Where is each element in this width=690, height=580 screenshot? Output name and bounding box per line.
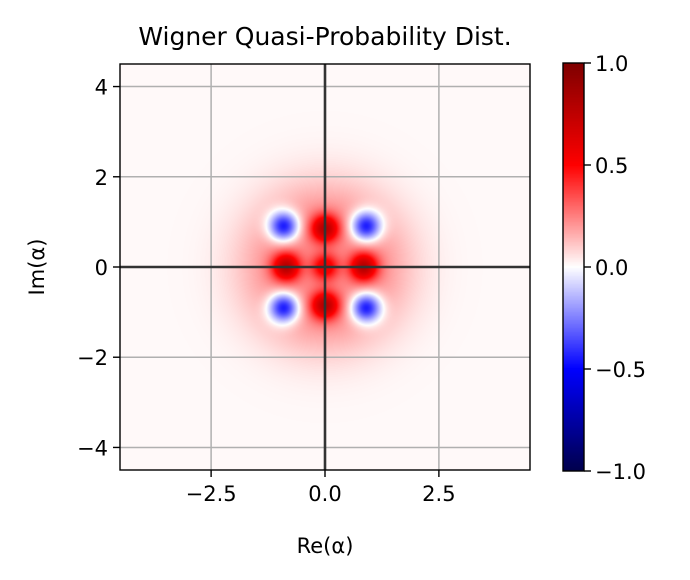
y-ticks: 4 2 0 −2 −4 (77, 76, 120, 460)
y-tick-label: −2 (77, 346, 108, 370)
colorbar-tick-label: 1.0 (595, 52, 628, 76)
x-tick-label: 0.0 (308, 482, 341, 506)
y-axis-label: Im(α) (25, 239, 49, 296)
y-tick-label: −4 (77, 436, 108, 460)
colorbar-ticks: 1.0 0.5 0.0 −0.5 −1.0 (584, 52, 646, 484)
colorbar-gradient (563, 63, 584, 471)
y-tick-label: 0 (95, 256, 108, 280)
y-tick-label: 2 (95, 166, 108, 190)
colorbar-tick-label: 0.0 (595, 256, 628, 280)
chart-title: Wigner Quasi-Probability Dist. (138, 22, 511, 51)
colorbar-tick-label: 0.5 (595, 154, 628, 178)
colorbar-tick-label: −0.5 (595, 358, 646, 382)
colorbar-tick-label: −1.0 (595, 460, 646, 484)
y-tick-label: 4 (95, 76, 108, 100)
x-axis-label: Re(α) (297, 534, 354, 558)
x-ticks: −2.5 0.0 2.5 (186, 470, 456, 506)
zero-lines (120, 64, 530, 470)
x-tick-label: −2.5 (186, 482, 237, 506)
x-tick-label: 2.5 (422, 482, 455, 506)
colorbar-frame (562, 62, 585, 472)
